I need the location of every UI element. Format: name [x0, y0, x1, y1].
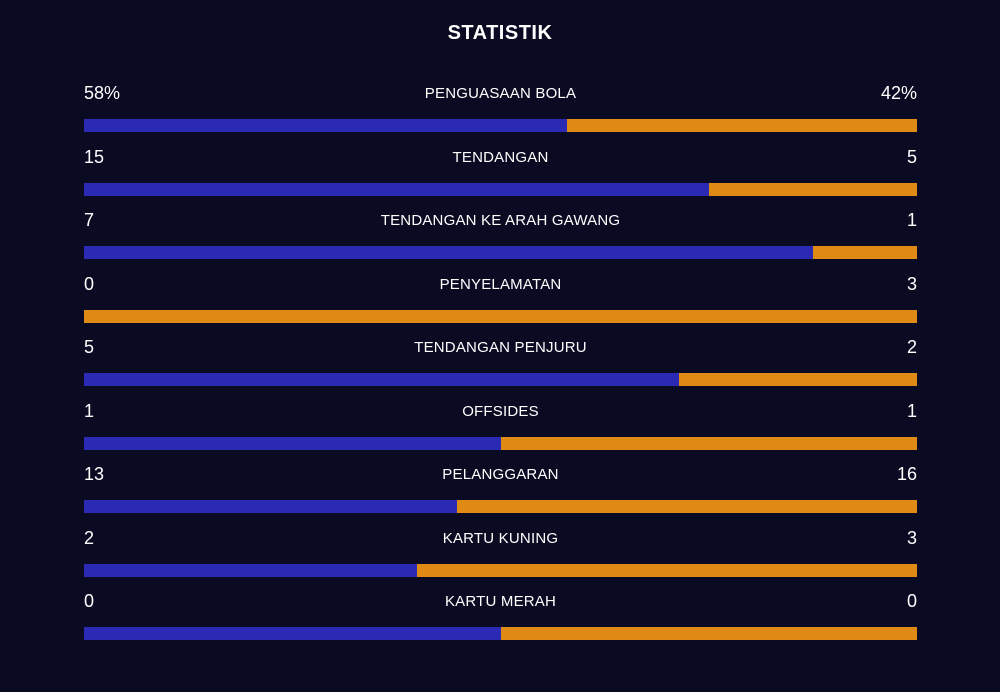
stat-label: TENDANGAN PENJURU	[414, 339, 587, 356]
away-value: 0	[906, 591, 917, 611]
home-bar-fill	[84, 119, 568, 132]
stat-row-shots: 15 TENDANGAN 5	[84, 143, 917, 207]
comparison-bar	[84, 627, 917, 640]
away-value: 3	[906, 527, 917, 548]
home-bar-fill	[84, 627, 501, 640]
home-value: 13	[84, 464, 105, 484]
away-bar-fill	[812, 246, 917, 259]
home-bar-fill	[84, 373, 679, 386]
away-value: 2	[906, 337, 917, 357]
stat-label: OFFSIDES	[462, 402, 539, 420]
comparison-bar	[84, 436, 917, 450]
stats-list: 58% PENGUASAAN BOLA 42% 15 TENDANGAN 5	[84, 79, 917, 651]
home-value: 5	[84, 337, 95, 357]
home-value: 15	[84, 146, 105, 167]
stat-label: KARTU KUNING	[442, 529, 559, 547]
comparison-bar	[84, 182, 917, 196]
away-bar-fill	[567, 119, 917, 132]
comparison-bar	[84, 246, 917, 259]
stat-label: PELANGGARAN	[442, 466, 559, 483]
home-value: 58%	[84, 83, 121, 103]
stat-row-fouls: 13 PELANGGARAN 16	[84, 460, 917, 524]
stat-label: PENGUASAAN BOLA	[424, 85, 577, 102]
home-value: 0	[84, 273, 95, 294]
stat-label: KARTU MERAH	[444, 593, 557, 610]
stat-row-offsides: 1 OFFSIDES 1	[84, 397, 917, 461]
away-value: 42%	[880, 83, 917, 103]
away-value: 5	[906, 146, 917, 167]
comparison-bar	[84, 500, 917, 513]
away-bar-fill	[457, 500, 917, 513]
stat-label: TENDANGAN	[452, 148, 549, 166]
home-bar-fill	[84, 182, 709, 196]
comparison-bar	[84, 119, 917, 132]
home-value: 0	[84, 591, 95, 611]
away-value: 1	[906, 400, 917, 421]
home-value: 1	[84, 400, 95, 421]
away-bar-fill	[500, 436, 917, 450]
comparison-bar	[84, 309, 917, 323]
stat-row-corners: 5 TENDANGAN PENJURU 2	[84, 333, 917, 397]
away-value: 1	[906, 210, 917, 230]
home-value: 2	[84, 527, 95, 548]
stat-row-saves: 0 PENYELAMATAN 3	[84, 270, 917, 334]
away-bar-fill	[708, 182, 917, 196]
home-bar-fill	[84, 436, 501, 450]
stat-label: PENYELAMATAN	[439, 275, 562, 293]
comparison-bar	[84, 373, 917, 386]
stat-row-shots-on-target: 7 TENDANGAN KE ARAH GAWANG 1	[84, 206, 917, 270]
stat-row-yellow-cards: 2 KARTU KUNING 3	[84, 524, 917, 588]
panel-title: STATISTIK	[447, 22, 553, 44]
stat-label: TENDANGAN KE ARAH GAWANG	[380, 212, 621, 229]
away-bar-fill	[500, 627, 917, 640]
home-bar-fill	[84, 246, 813, 259]
away-value: 3	[906, 273, 917, 294]
away-bar-fill	[417, 563, 917, 577]
away-bar-fill	[678, 373, 917, 386]
home-bar-fill	[84, 563, 418, 577]
home-bar-fill	[84, 500, 458, 513]
comparison-bar	[84, 563, 917, 577]
away-bar-fill	[84, 309, 917, 323]
home-value: 7	[84, 210, 95, 230]
stat-row-possession: 58% PENGUASAAN BOLA 42%	[84, 79, 917, 143]
away-value: 16	[896, 464, 917, 484]
stat-row-red-cards: 0 KARTU MERAH 0	[84, 587, 917, 651]
